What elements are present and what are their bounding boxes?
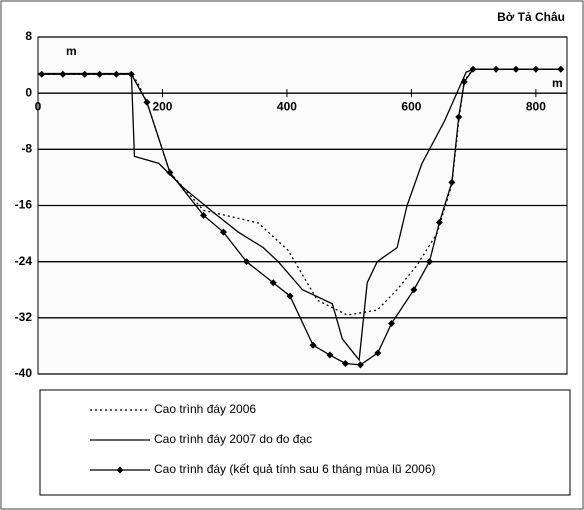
point-marker [532,65,540,73]
point-marker [492,65,500,73]
legend-label: Cao trình đáy (kết quả tính sau 6 tháng … [154,462,436,476]
legend-label: Cao trình đáy 2007 do đo đạc [154,432,312,446]
point-marker [96,70,104,78]
point-marker [469,65,477,73]
y-tick-label: -16 [15,198,33,212]
y-tick-label: 0 [25,85,32,99]
y-tick-label: -40 [15,366,33,380]
point-marker [38,70,46,78]
x-axis-label: m [552,76,563,90]
chart-title: Bờ Tả Châu [497,10,565,24]
y-tick-label: -32 [15,310,33,324]
point-marker [309,341,317,349]
legend-marker [116,466,124,474]
legend-box [39,389,571,496]
x-tick-label: 200 [152,99,172,113]
point-marker [374,349,382,357]
point-marker [59,70,67,78]
x-tick-label: 400 [277,99,297,113]
y-tick-label: -8 [21,142,32,156]
point-marker [387,319,395,327]
x-tick-label: 800 [526,99,546,113]
point-marker [435,218,443,226]
point-marker [512,65,520,73]
point-marker [410,286,418,294]
point-marker [448,178,456,186]
point-marker [219,228,227,236]
point-marker [242,258,250,266]
x-tick-label: 600 [401,99,421,113]
point-marker [286,292,294,300]
point-marker [557,65,565,73]
legend-label: Cao trình đáy 2006 [154,402,256,416]
point-marker [425,258,433,266]
point-marker [127,70,135,78]
point-marker [200,211,208,219]
x-tick-label: 0 [35,99,42,113]
point-marker [341,359,349,367]
point-marker [455,113,463,121]
point-marker [112,70,120,78]
point-marker [269,279,277,287]
point-marker [326,351,334,359]
point-marker [81,70,89,78]
point-marker [460,78,468,86]
point-marker [166,169,174,177]
y-axis-label: m [66,44,77,58]
point-marker [143,98,151,106]
y-tick-label: 8 [25,29,32,43]
point-marker [356,361,364,369]
y-tick-label: -24 [15,254,33,268]
